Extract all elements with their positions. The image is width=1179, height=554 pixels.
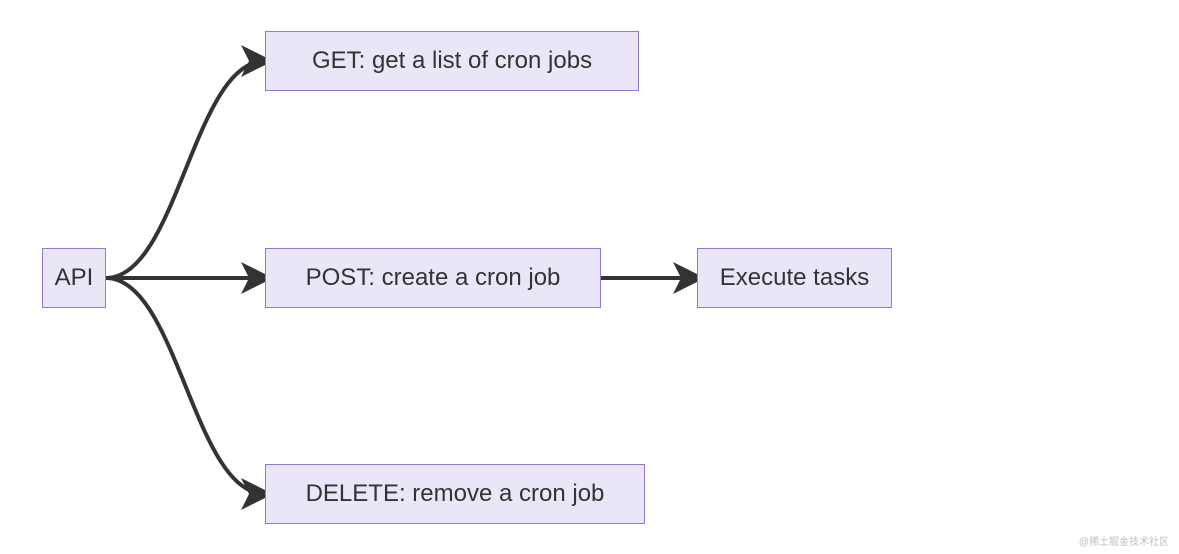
node-delete: DELETE: remove a cron job <box>265 464 645 524</box>
node-exec: Execute tasks <box>697 248 892 308</box>
node-api: API <box>42 248 106 308</box>
node-post: POST: create a cron job <box>265 248 601 308</box>
watermark: @稀土掘金技术社区 <box>1079 533 1169 548</box>
edge-api-delete <box>106 278 265 494</box>
edge-api-get <box>106 61 265 278</box>
node-get: GET: get a list of cron jobs <box>265 31 639 91</box>
